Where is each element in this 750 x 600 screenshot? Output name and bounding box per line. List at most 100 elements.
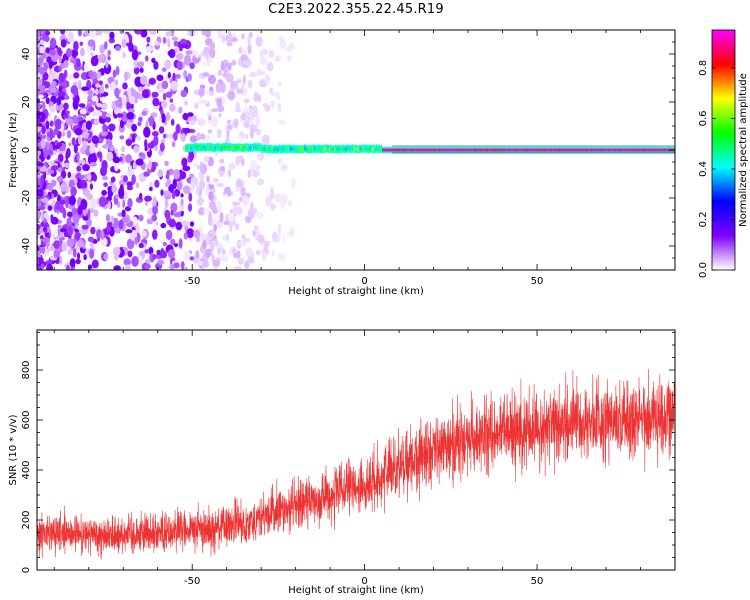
heatmap-cell bbox=[291, 147, 293, 151]
heatmap-cell bbox=[107, 56, 111, 61]
heatmap-cell bbox=[75, 231, 81, 241]
heatmap-cell bbox=[245, 133, 249, 140]
heatmap-cell bbox=[183, 127, 191, 134]
heatmap-cell bbox=[324, 147, 326, 151]
heatmap-cell bbox=[284, 146, 286, 151]
heatmap-cell bbox=[194, 145, 197, 149]
heatmap-cell bbox=[212, 266, 218, 270]
heatmap-cell bbox=[38, 256, 44, 265]
heatmap-cell bbox=[199, 233, 206, 242]
heatmap-cell bbox=[491, 148, 494, 152]
heatmap-cell bbox=[270, 203, 276, 211]
heatmap-cell bbox=[241, 234, 246, 240]
heatmap-cell bbox=[89, 153, 97, 164]
heatmap-cell bbox=[65, 196, 71, 205]
heatmap-cell bbox=[41, 197, 49, 204]
heatmap-cells bbox=[37, 30, 675, 270]
heatmap-cell bbox=[225, 234, 230, 242]
heatmap-cell bbox=[64, 162, 70, 168]
heatmap-cell bbox=[128, 42, 134, 52]
heatmap-cell bbox=[214, 151, 218, 156]
heatmap-cell bbox=[59, 204, 64, 214]
heatmap-cell bbox=[194, 102, 198, 110]
heatmap-cell bbox=[379, 147, 381, 152]
heatmap-cell bbox=[300, 147, 302, 151]
heatmap-cell bbox=[361, 146, 363, 151]
heatmap-cell bbox=[242, 237, 251, 243]
heatmap-cell bbox=[227, 169, 232, 178]
heatmap-cell bbox=[81, 198, 86, 207]
heatmap-cell bbox=[175, 52, 184, 61]
heatmap-cell bbox=[523, 148, 525, 152]
heatmap-cell bbox=[216, 182, 224, 188]
heatmap-cell bbox=[251, 72, 257, 78]
heatmap-cell bbox=[421, 148, 424, 152]
heatmap-cell bbox=[169, 98, 174, 103]
heatmap-cell bbox=[119, 135, 125, 140]
heatmap-cell bbox=[322, 147, 325, 151]
heatmap-cell bbox=[66, 238, 75, 248]
heatmap-cell bbox=[302, 147, 304, 152]
heatmap-cell bbox=[121, 145, 125, 153]
heatmap-cell bbox=[574, 148, 576, 152]
heatmap-cell bbox=[211, 116, 218, 128]
heatmap-cell bbox=[170, 118, 175, 126]
heatmap-cell bbox=[37, 237, 41, 248]
heatmap-cell bbox=[122, 95, 127, 100]
heatmap-cell bbox=[295, 147, 297, 151]
heatmap-cell bbox=[86, 45, 91, 54]
heatmap-cell bbox=[280, 147, 282, 152]
heatmap-cell bbox=[138, 242, 144, 249]
heatmap-cell bbox=[553, 148, 555, 152]
heatmap-cell bbox=[49, 37, 57, 49]
heatmap-cell bbox=[318, 146, 320, 151]
colorbar-tick-label: 0.4 bbox=[698, 161, 709, 177]
heatmap-cell bbox=[256, 145, 258, 150]
heatmap-cell bbox=[625, 148, 628, 152]
heatmap-cell bbox=[253, 225, 259, 231]
heatmap-cell bbox=[277, 224, 282, 235]
heatmap-cell bbox=[635, 148, 637, 152]
heatmap-cell bbox=[183, 232, 188, 240]
heatmap-cell bbox=[216, 145, 219, 150]
heatmap-cell bbox=[45, 97, 50, 105]
heatmap-cell bbox=[413, 148, 415, 152]
heatmap-cell bbox=[432, 148, 435, 152]
heatmap-cell bbox=[555, 148, 558, 152]
heatmap-cell bbox=[59, 255, 63, 266]
heatmap-cell bbox=[247, 79, 253, 89]
heatmap-cell bbox=[40, 39, 44, 45]
heatmap-cell bbox=[188, 145, 191, 150]
heatmap-cell bbox=[240, 112, 246, 121]
heatmap-cell bbox=[105, 113, 112, 118]
heatmap-cell bbox=[644, 148, 646, 152]
heatmap-cell bbox=[197, 196, 204, 207]
heatmap-cell bbox=[316, 147, 319, 151]
heatmap-cell bbox=[572, 148, 575, 152]
heatmap-cell bbox=[199, 145, 202, 149]
heatmap-cell bbox=[86, 193, 94, 200]
heatmap-cell bbox=[247, 169, 252, 179]
heatmap-cell bbox=[338, 147, 340, 152]
heatmap-cell bbox=[576, 148, 578, 152]
heatmap-cell bbox=[271, 147, 273, 151]
heatmap-cell bbox=[105, 60, 109, 69]
heatmap-cell bbox=[193, 229, 201, 238]
heatmap-cell bbox=[588, 148, 590, 152]
heatmap-cell bbox=[503, 148, 506, 152]
heatmap-cell bbox=[63, 60, 69, 68]
heatmap-cell bbox=[196, 132, 202, 141]
heatmap-cell bbox=[450, 148, 453, 152]
heatmap-cell bbox=[89, 198, 97, 209]
heatmap-cell bbox=[427, 148, 430, 152]
heatmap-cell bbox=[196, 164, 201, 170]
heatmap-cell bbox=[313, 146, 315, 151]
heatmap-cell bbox=[204, 146, 206, 150]
heatmap-cell bbox=[259, 49, 265, 60]
heatmap-cell bbox=[174, 190, 178, 196]
heatmap-cell bbox=[442, 148, 444, 152]
heatmap-cell bbox=[126, 97, 130, 103]
heatmap-cell bbox=[266, 147, 268, 151]
heatmap-cell bbox=[118, 219, 124, 230]
heatmap-cell bbox=[459, 148, 461, 152]
